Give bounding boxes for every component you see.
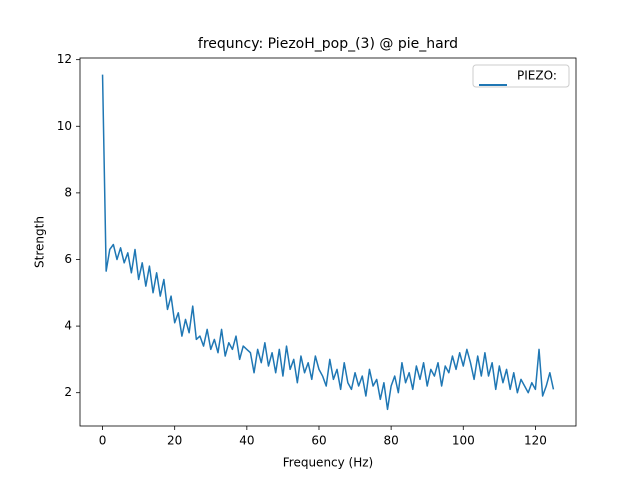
chart-title: frequncy: PiezoH_pop_(3) @ pie_hard xyxy=(198,36,458,52)
y-tick-label: 6 xyxy=(64,252,72,266)
x-tick-label: 60 xyxy=(311,434,326,448)
y-tick-label: 12 xyxy=(57,52,72,66)
y-tick-label: 8 xyxy=(64,185,72,199)
y-tick-label: 10 xyxy=(57,119,72,133)
legend-box xyxy=(472,64,570,88)
y-tick-label: 2 xyxy=(64,385,72,399)
data-line xyxy=(101,74,555,411)
x-tick-label: 120 xyxy=(524,434,547,448)
legend-label: PIEZO: xyxy=(517,69,557,83)
x-tick-label: 100 xyxy=(452,434,475,448)
x-tick-label: 20 xyxy=(167,434,182,448)
plot-frame xyxy=(79,57,577,427)
x-tick-label: 40 xyxy=(239,434,254,448)
x-axis-label: Frequency (Hz) xyxy=(283,456,374,470)
x-tick-label: 0 xyxy=(99,434,107,448)
y-tick-label: 4 xyxy=(64,319,72,333)
x-tick-label: 80 xyxy=(383,434,398,448)
y-axis-label: Strength xyxy=(33,216,47,268)
